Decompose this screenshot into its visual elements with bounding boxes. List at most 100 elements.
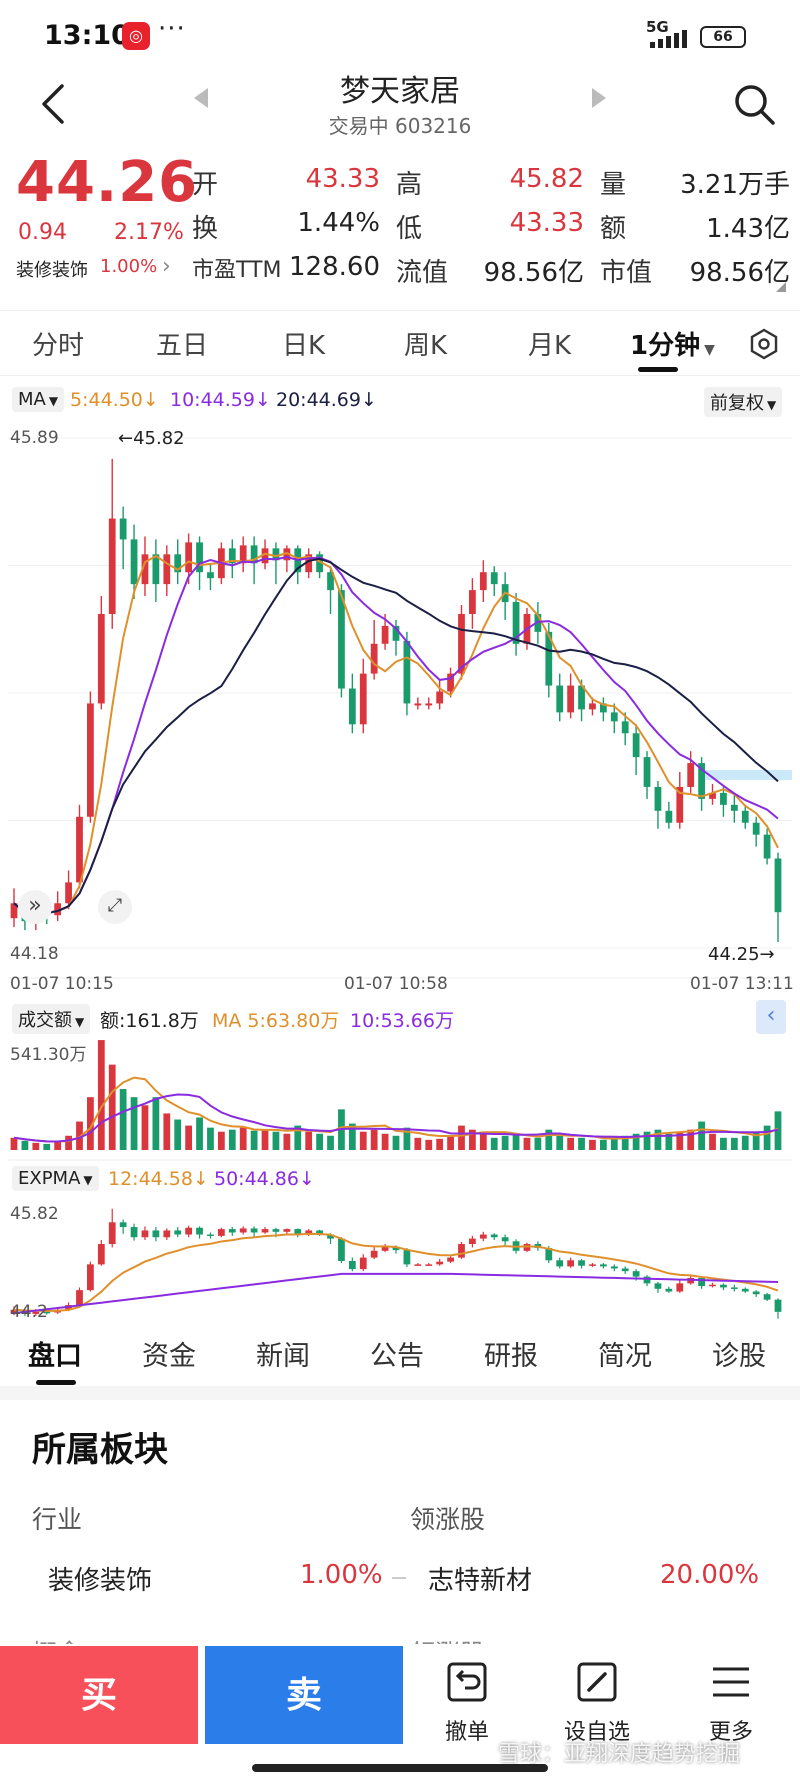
expma-indicator-label: EXPMA bbox=[18, 1168, 81, 1189]
expma-candle-body bbox=[501, 1237, 509, 1242]
volume-bar bbox=[403, 1127, 411, 1150]
more-button[interactable]: 更多 bbox=[676, 1660, 786, 1746]
tab-diagnosis[interactable]: 诊股 bbox=[712, 1341, 766, 1372]
expma-candle-body bbox=[654, 1283, 662, 1289]
quote-value: 128.60 bbox=[289, 252, 380, 282]
volume-bar bbox=[108, 1064, 116, 1150]
y-min-label: 44.18 bbox=[10, 944, 59, 964]
expma-candle-body bbox=[272, 1229, 280, 1232]
ma-indicator-select[interactable]: MA ▼ bbox=[12, 387, 65, 412]
sector-pct[interactable]: 1.00% bbox=[100, 256, 158, 277]
chevron-right-icon[interactable]: › bbox=[162, 254, 171, 279]
volume-indicator-select[interactable]: 成交额 ▼ bbox=[12, 1004, 91, 1034]
expma-candle-body bbox=[752, 1291, 760, 1295]
tab-weekly-k[interactable]: 周K bbox=[404, 331, 448, 361]
candle-body bbox=[414, 703, 422, 706]
leader-stock-name[interactable]: 志特新材 bbox=[428, 1566, 533, 1596]
expma-candle-body bbox=[283, 1229, 291, 1232]
next-row-partial: 概念 领涨股 bbox=[32, 1634, 772, 1644]
tab-news[interactable]: 新闻 bbox=[256, 1341, 310, 1372]
dropdown-caret-icon: ▼ bbox=[767, 398, 777, 412]
candle-body bbox=[338, 590, 345, 689]
tab-monthly-k[interactable]: 月K bbox=[528, 331, 572, 361]
candle-body bbox=[774, 858, 782, 913]
expma-indicator-select[interactable]: EXPMA ▼ bbox=[12, 1166, 99, 1191]
volume-bar bbox=[479, 1131, 487, 1150]
candle-body bbox=[381, 625, 389, 644]
quote-label: 市盈TTM bbox=[192, 258, 282, 283]
volume-bar bbox=[294, 1125, 302, 1150]
volume-bar bbox=[687, 1129, 695, 1150]
next-stock-icon[interactable] bbox=[590, 88, 608, 108]
back-arrow-icon[interactable] bbox=[34, 80, 74, 128]
candle-body bbox=[272, 548, 280, 561]
price-change: 0.94 bbox=[18, 220, 67, 245]
cancel-order-icon bbox=[447, 1662, 487, 1702]
volume-bar bbox=[741, 1135, 749, 1150]
candle-body bbox=[359, 673, 367, 725]
adjust-mode-select[interactable]: 前复权 ▼ bbox=[704, 387, 783, 417]
tab-research[interactable]: 研报 bbox=[484, 1341, 538, 1372]
fullscreen-icon[interactable]: ⤢ bbox=[98, 890, 132, 924]
candle-body bbox=[567, 685, 575, 713]
buy-button[interactable]: 买 bbox=[0, 1646, 198, 1744]
volume-bar bbox=[141, 1105, 149, 1150]
volume-bar bbox=[21, 1140, 29, 1150]
volume-bar bbox=[665, 1133, 673, 1150]
status-bar: 13:10 ◎ ··· 5G 66 bbox=[0, 0, 800, 70]
tab-intraday[interactable]: 分时 bbox=[32, 331, 85, 361]
expand-corner-icon[interactable] bbox=[776, 282, 786, 292]
volume-bar bbox=[76, 1121, 83, 1150]
volume-bar bbox=[632, 1133, 640, 1150]
tab-daily-k[interactable]: 日K bbox=[282, 331, 326, 361]
expma-candle-body bbox=[425, 1264, 433, 1266]
sector-name[interactable]: 装修装饰 bbox=[16, 260, 88, 281]
volume-bar bbox=[392, 1135, 400, 1150]
expma-candle-body bbox=[217, 1229, 225, 1236]
high-price-marker: ←45.82 bbox=[118, 428, 185, 449]
adjust-mode-label: 前复权 bbox=[710, 393, 764, 414]
expma-candle-body bbox=[523, 1244, 531, 1251]
candle-body bbox=[632, 733, 640, 758]
candle-body bbox=[141, 554, 149, 585]
tab-funds[interactable]: 资金 bbox=[142, 1341, 196, 1372]
volume-bar bbox=[621, 1135, 629, 1150]
x-label-mid: 01-07 10:58 bbox=[344, 974, 448, 994]
tab-one-minute[interactable]: 1分钟 ▼ bbox=[630, 325, 715, 362]
volume-bar bbox=[272, 1131, 280, 1150]
home-indicator[interactable] bbox=[252, 1764, 548, 1772]
quote-label: 量 bbox=[600, 170, 627, 200]
candle-body bbox=[610, 712, 618, 722]
tab-profile[interactable]: 简况 bbox=[598, 1341, 652, 1372]
expma-candle-body bbox=[774, 1299, 782, 1312]
industry-name[interactable]: 装修装饰 bbox=[48, 1566, 153, 1596]
volume-bar bbox=[414, 1137, 422, 1150]
search-icon[interactable] bbox=[730, 80, 778, 128]
volume-bar bbox=[469, 1129, 476, 1150]
tab-five-day[interactable]: 五日 bbox=[156, 331, 209, 361]
cancel-order-button[interactable]: 撤单 bbox=[412, 1660, 522, 1746]
volume-bar bbox=[348, 1123, 356, 1150]
more-label: 更多 bbox=[708, 1720, 753, 1745]
quote-value: 45.82 bbox=[509, 164, 584, 194]
candle-body bbox=[228, 548, 236, 564]
quote-label: 流值 bbox=[396, 258, 449, 288]
candle-body bbox=[185, 542, 193, 573]
add-watchlist-button[interactable]: 设自选 bbox=[542, 1660, 652, 1746]
expma-candle-body bbox=[294, 1229, 302, 1235]
collapse-panel-icon[interactable]: ‹ bbox=[756, 1000, 786, 1034]
candle-body bbox=[370, 643, 378, 674]
x-label-start: 01-07 10:15 bbox=[10, 974, 114, 994]
volume-bar bbox=[130, 1097, 138, 1150]
expma-candle-body bbox=[119, 1222, 127, 1228]
sell-button[interactable]: 卖 bbox=[205, 1646, 403, 1744]
dropdown-caret-icon: ▼ bbox=[704, 342, 715, 358]
tab-announcements[interactable]: 公告 bbox=[370, 1341, 424, 1372]
tab-order-book[interactable]: 盘口 bbox=[28, 1341, 82, 1372]
prev-stock-icon[interactable] bbox=[192, 88, 210, 108]
volume-bar bbox=[43, 1143, 51, 1150]
expma-candle-body bbox=[458, 1244, 465, 1258]
expand-left-icon[interactable]: » bbox=[18, 890, 52, 924]
chart-settings-icon[interactable] bbox=[748, 328, 780, 360]
kline-chart[interactable] bbox=[0, 378, 800, 1428]
